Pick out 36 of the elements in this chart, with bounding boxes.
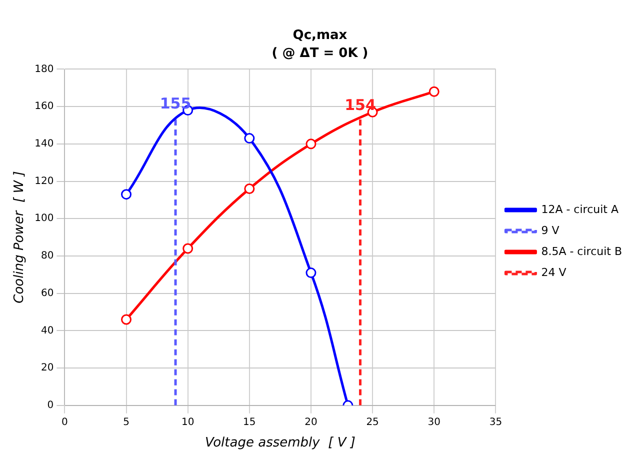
y-tick-label: 40 — [40, 325, 54, 336]
y-tick-label: 60 — [40, 288, 54, 299]
point — [121, 314, 132, 325]
y-tick-label: 0 — [47, 400, 54, 411]
point — [306, 268, 316, 278]
x-tick-label: 25 — [366, 416, 379, 428]
y-tick-label: 100 — [34, 213, 54, 224]
x-tick-label: 0 — [62, 416, 68, 428]
y-tick-label: 140 — [34, 138, 54, 150]
y-tick-label: 20 — [40, 362, 54, 374]
point — [121, 189, 132, 200]
legend-label: 24 V — [541, 266, 567, 279]
point — [244, 133, 255, 144]
chart-subtitle: ( @ ΔT = 0K ) — [272, 46, 368, 61]
point — [244, 183, 255, 194]
y-tick-label: 120 — [34, 176, 54, 187]
chart-title: Qc,max — [292, 28, 348, 44]
y-tick-label: 160 — [34, 101, 54, 112]
point — [428, 86, 440, 97]
x-tick-label: 35 — [489, 416, 502, 428]
y-tick-label: 180 — [34, 64, 54, 75]
legend-label: 9 V — [541, 224, 560, 237]
point — [306, 138, 316, 150]
annotation: 154 — [344, 96, 376, 114]
legend-label: 8.5A - circuit B — [541, 244, 622, 258]
x-tick-label: 15 — [243, 416, 256, 428]
x-axis-title: Voltage assembly [ V ] — [204, 436, 356, 451]
x-tick-label: 30 — [428, 416, 440, 428]
x-tick-label: 10 — [181, 416, 194, 428]
legend-label: 12A - circuit A — [541, 202, 619, 216]
y-axis-title: Cooling Power [ W ] — [12, 171, 28, 304]
x-tick-label: 20 — [304, 416, 318, 428]
y-tick-label: 80 — [40, 250, 54, 262]
point — [182, 243, 194, 254]
annotation: 155 — [160, 94, 192, 112]
x-tick-label: 5 — [123, 416, 130, 428]
